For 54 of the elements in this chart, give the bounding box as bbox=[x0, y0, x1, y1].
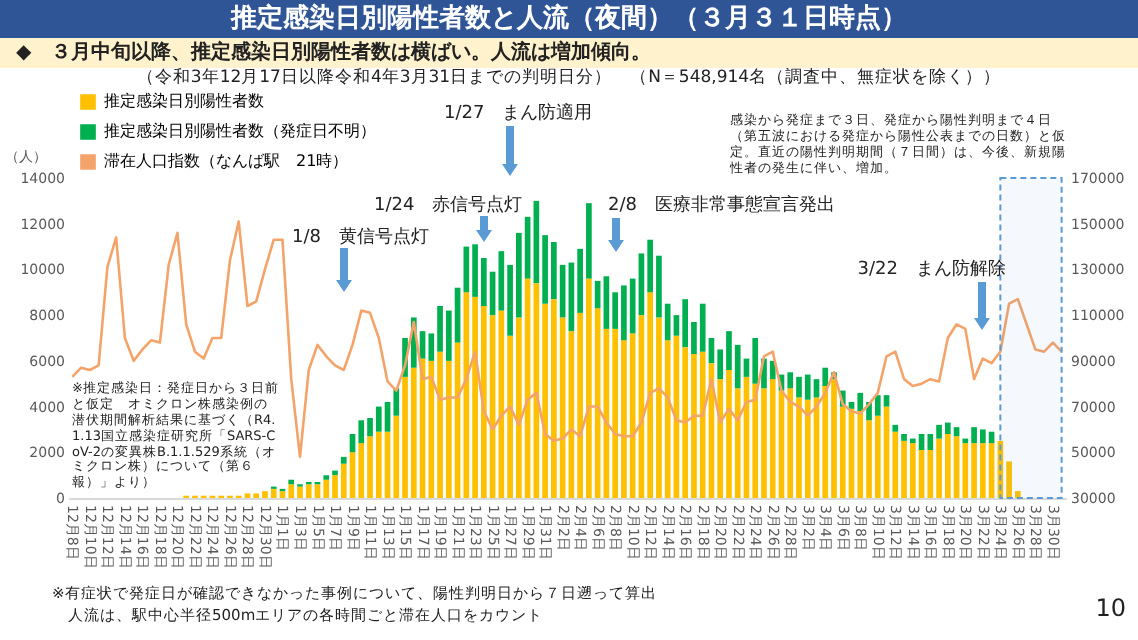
bar bbox=[944, 434, 951, 498]
bar bbox=[314, 484, 321, 498]
text: 1/27 まん防適用 bbox=[444, 101, 593, 126]
bar bbox=[647, 292, 654, 498]
bar bbox=[997, 440, 1004, 498]
bar bbox=[463, 292, 470, 498]
bar bbox=[358, 420, 365, 444]
bar bbox=[857, 392, 864, 412]
bar bbox=[358, 443, 365, 498]
chart-title: 推定感染日別陽性者数と人流（夜間）（３月３１日時点） bbox=[0, 0, 1138, 38]
bar bbox=[375, 431, 382, 498]
bar bbox=[288, 479, 295, 485]
bar bbox=[962, 443, 969, 498]
bar bbox=[752, 383, 759, 498]
bar bbox=[752, 338, 759, 384]
legend-label: 滞在人口指数（なんば駅 21時） bbox=[104, 152, 349, 170]
legend-label: 推定感染日別陽性者数 bbox=[104, 92, 264, 110]
bar bbox=[332, 470, 338, 476]
bar bbox=[498, 310, 505, 498]
text: 10 bbox=[1095, 594, 1126, 622]
bar bbox=[892, 424, 899, 432]
chart-subtitle: ◆ ３月中旬以降、推定感染日別陽性者数は横ばい。人流は増加傾向。 bbox=[0, 38, 1138, 68]
bar bbox=[979, 443, 986, 498]
bar bbox=[305, 484, 312, 498]
legend-label: 推定感染日別陽性者数（発症日不明） bbox=[104, 122, 376, 140]
bar bbox=[979, 429, 986, 444]
bar bbox=[944, 422, 951, 434]
annotation: 1/24 赤信号点灯 bbox=[374, 193, 523, 218]
bar bbox=[288, 484, 295, 498]
bar bbox=[857, 411, 864, 498]
bar bbox=[769, 379, 776, 498]
bar bbox=[682, 299, 689, 348]
bar bbox=[410, 367, 417, 498]
bar bbox=[787, 372, 794, 389]
bar bbox=[428, 360, 435, 498]
annotation: 3/22 まん防解除 bbox=[857, 257, 1006, 282]
bar bbox=[874, 415, 881, 498]
bar bbox=[323, 479, 330, 498]
bar bbox=[804, 399, 811, 498]
bar bbox=[787, 388, 794, 498]
bar bbox=[804, 374, 811, 400]
bar bbox=[270, 488, 277, 498]
bar bbox=[874, 395, 881, 416]
bar bbox=[375, 406, 382, 432]
bar bbox=[279, 491, 286, 498]
text: （令和3年12月17日以降令和4年3月31日までの判明日分） （N＝548,914名（調査中、無症状を除く）） bbox=[134, 66, 1004, 90]
bar bbox=[909, 443, 916, 498]
line-series bbox=[71, 220, 1063, 459]
bar bbox=[340, 456, 347, 464]
bar bbox=[909, 438, 916, 444]
annotation: 1/8 黄信号点灯 bbox=[292, 225, 429, 250]
bar bbox=[822, 386, 829, 498]
annotation: 2/8 医療非常事態宣言発出 bbox=[608, 193, 835, 218]
bar bbox=[699, 351, 706, 498]
